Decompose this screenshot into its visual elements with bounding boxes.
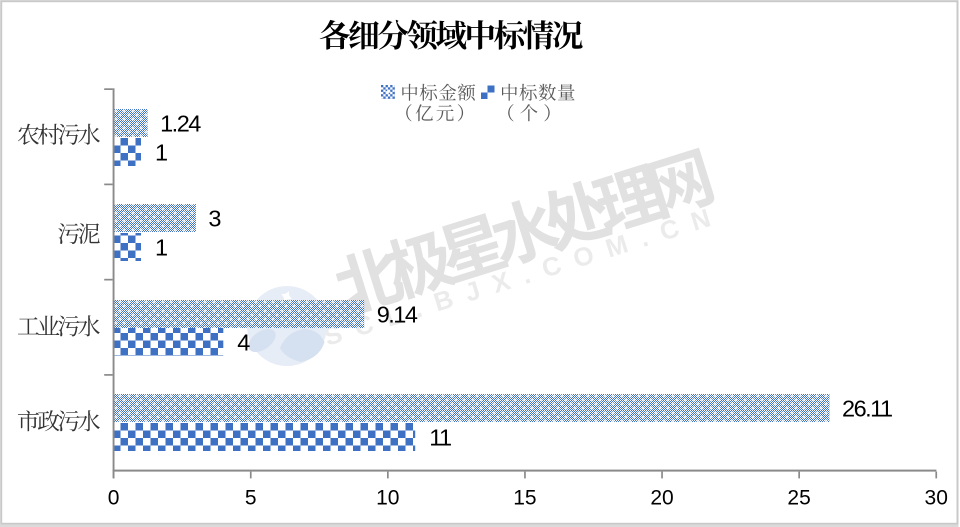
svg-text:5: 5 (245, 487, 257, 510)
svg-text:11: 11 (429, 425, 451, 451)
svg-text:1.24: 1.24 (160, 111, 201, 137)
svg-text:0: 0 (108, 487, 120, 510)
svg-text:26.11: 26.11 (842, 396, 892, 422)
svg-text:20: 20 (650, 487, 673, 510)
svg-text:10: 10 (376, 487, 399, 510)
svg-text:1: 1 (155, 235, 167, 261)
svg-text:1: 1 (155, 140, 167, 166)
svg-text:3: 3 (208, 206, 221, 232)
svg-text:4: 4 (237, 330, 250, 356)
svg-text:15: 15 (513, 487, 536, 510)
svg-text:25: 25 (787, 487, 810, 510)
svg-text:30: 30 (925, 487, 948, 510)
svg-text:9.14: 9.14 (377, 302, 418, 328)
